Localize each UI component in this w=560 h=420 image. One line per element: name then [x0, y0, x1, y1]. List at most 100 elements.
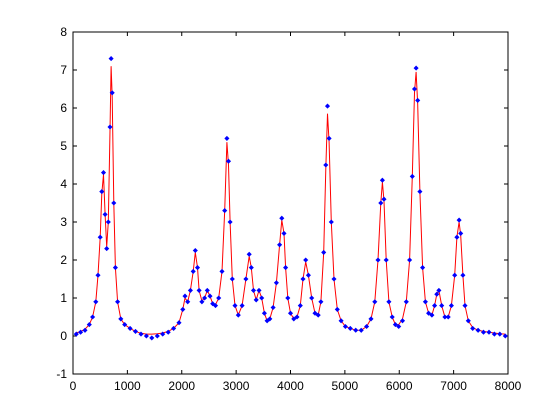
data-point — [379, 177, 385, 183]
data-point — [219, 268, 225, 274]
data-point — [323, 162, 329, 168]
data-point — [368, 316, 374, 322]
data-point — [331, 276, 337, 282]
data-point — [235, 312, 241, 318]
data-point — [190, 268, 196, 274]
data-point — [102, 211, 108, 217]
data-point — [283, 265, 289, 271]
data-point — [291, 316, 297, 322]
data-point — [439, 303, 445, 309]
y-tick-label: 8 — [60, 25, 67, 39]
data-point — [347, 325, 353, 331]
data-point — [378, 200, 384, 206]
data-point — [204, 287, 210, 293]
data-point — [426, 310, 432, 316]
data-point — [486, 329, 492, 335]
data-point — [253, 297, 259, 303]
data-point — [475, 327, 481, 333]
y-tick-label: 3 — [60, 215, 67, 229]
y-tick-label: 0 — [60, 329, 67, 343]
data-point — [321, 249, 327, 255]
data-point — [227, 219, 233, 225]
data-point — [305, 272, 311, 278]
data-point — [303, 257, 309, 263]
data-point — [232, 303, 238, 309]
data-point — [403, 299, 409, 305]
data-point — [315, 312, 321, 318]
data-point — [353, 327, 359, 333]
data-point — [470, 325, 476, 331]
data-point — [436, 287, 442, 293]
data-point — [185, 299, 191, 305]
data-point — [386, 299, 392, 305]
y-tick-label: -1 — [56, 367, 67, 381]
data-point — [285, 295, 291, 301]
data-point — [165, 329, 171, 335]
data-point — [256, 287, 262, 293]
data-point — [229, 276, 235, 282]
data-point — [326, 135, 332, 141]
data-point — [491, 331, 497, 337]
data-point — [108, 56, 114, 62]
data-point — [364, 323, 370, 330]
data-point — [358, 327, 364, 333]
x-tick-label: 0 — [70, 379, 77, 393]
data-point — [143, 333, 149, 339]
data-point — [212, 303, 219, 309]
data-point — [192, 247, 198, 254]
data-point — [420, 265, 426, 271]
data-point — [399, 318, 406, 324]
data-point — [243, 276, 249, 282]
data-point-series — [73, 56, 508, 341]
data-point — [328, 219, 334, 225]
data-point — [279, 215, 285, 221]
data-point — [267, 316, 273, 322]
data-point — [338, 318, 344, 324]
data-point — [261, 310, 267, 316]
x-tick-label: 6000 — [386, 379, 413, 393]
y-tick-label: 6 — [60, 101, 67, 115]
data-point — [100, 170, 107, 176]
data-point — [452, 272, 458, 278]
plot-area — [72, 31, 509, 375]
data-point — [73, 331, 79, 337]
data-point — [246, 251, 252, 257]
data-point — [465, 318, 471, 324]
data-point — [287, 310, 294, 316]
data-point — [312, 310, 318, 316]
data-point — [105, 219, 111, 225]
x-tick-label: 4000 — [277, 379, 304, 393]
data-point — [196, 287, 202, 293]
data-point — [434, 291, 440, 297]
data-point — [154, 333, 160, 339]
x-tick-label: 8000 — [495, 379, 522, 393]
data-point — [176, 320, 182, 326]
data-point — [432, 303, 438, 309]
data-point — [383, 257, 389, 263]
y-tick-label: 7 — [60, 63, 67, 77]
data-point — [171, 325, 177, 331]
data-point — [462, 303, 468, 309]
data-point — [127, 325, 133, 331]
data-point — [132, 328, 139, 334]
data-point — [160, 331, 166, 337]
data-point — [294, 314, 300, 320]
data-point — [407, 257, 413, 263]
axis-ticks: 0 1000 2000 3000 4000 5000 6000 7000 8000-101234… — [56, 25, 521, 393]
data-point — [417, 189, 423, 195]
data-point — [413, 65, 419, 71]
data-point — [460, 272, 466, 278]
x-tick-label: 1000 — [114, 379, 141, 393]
data-point — [396, 323, 402, 330]
data-point — [216, 295, 222, 301]
data-point — [442, 314, 448, 320]
data-point — [112, 265, 118, 271]
x-tick-label: 3000 — [223, 379, 250, 393]
data-point — [381, 196, 387, 202]
data-point — [480, 329, 487, 335]
data-point — [389, 314, 395, 320]
data-point — [497, 331, 503, 337]
y-tick-label: 2 — [60, 253, 67, 267]
data-point — [115, 299, 121, 305]
